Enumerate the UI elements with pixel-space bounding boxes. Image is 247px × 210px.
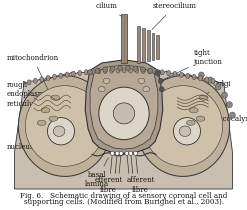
Circle shape xyxy=(118,66,123,71)
Ellipse shape xyxy=(189,108,198,113)
Ellipse shape xyxy=(78,70,82,76)
Circle shape xyxy=(110,151,114,155)
Circle shape xyxy=(148,68,153,73)
Circle shape xyxy=(133,66,138,71)
Ellipse shape xyxy=(186,73,190,78)
Circle shape xyxy=(115,151,119,155)
Text: tight
junction: tight junction xyxy=(163,49,223,80)
Polygon shape xyxy=(15,69,232,189)
Ellipse shape xyxy=(27,80,31,85)
Ellipse shape xyxy=(160,70,164,75)
Text: Golgi: Golgi xyxy=(196,80,232,100)
Ellipse shape xyxy=(137,76,229,176)
Ellipse shape xyxy=(25,86,104,166)
Ellipse shape xyxy=(192,74,196,80)
Circle shape xyxy=(198,72,204,78)
Ellipse shape xyxy=(138,78,145,84)
Ellipse shape xyxy=(186,120,195,126)
Ellipse shape xyxy=(53,126,65,136)
Text: mitochondrion: mitochondrion xyxy=(7,54,59,102)
Ellipse shape xyxy=(167,70,171,76)
Ellipse shape xyxy=(144,86,223,166)
Ellipse shape xyxy=(116,68,120,73)
Ellipse shape xyxy=(37,120,46,126)
Ellipse shape xyxy=(179,72,183,77)
Ellipse shape xyxy=(173,71,177,76)
Text: afferent
fibre: afferent fibre xyxy=(126,170,155,194)
Ellipse shape xyxy=(19,76,111,176)
Circle shape xyxy=(95,68,100,73)
Ellipse shape xyxy=(65,72,69,77)
Circle shape xyxy=(103,67,108,72)
Bar xyxy=(152,33,154,60)
Bar xyxy=(137,26,140,63)
Bar xyxy=(147,30,150,61)
Circle shape xyxy=(119,151,123,155)
Ellipse shape xyxy=(154,69,158,74)
Circle shape xyxy=(88,70,93,75)
Ellipse shape xyxy=(141,68,145,74)
Circle shape xyxy=(129,151,133,155)
Ellipse shape xyxy=(40,77,44,82)
Ellipse shape xyxy=(99,87,149,140)
Bar xyxy=(142,28,145,62)
Ellipse shape xyxy=(84,70,88,75)
Text: basal
lamina: basal lamina xyxy=(85,158,109,188)
Ellipse shape xyxy=(199,76,202,81)
Ellipse shape xyxy=(129,68,133,73)
Circle shape xyxy=(140,67,145,72)
Ellipse shape xyxy=(103,78,110,84)
Circle shape xyxy=(222,92,227,98)
Ellipse shape xyxy=(97,69,101,74)
Ellipse shape xyxy=(148,69,152,74)
Ellipse shape xyxy=(135,68,139,73)
Ellipse shape xyxy=(47,118,75,145)
Text: nucleus: nucleus xyxy=(7,132,59,151)
Text: stereocilium: stereocilium xyxy=(152,3,196,30)
Ellipse shape xyxy=(113,103,135,124)
Circle shape xyxy=(159,87,164,92)
Circle shape xyxy=(125,151,129,155)
Ellipse shape xyxy=(98,87,105,92)
Ellipse shape xyxy=(122,68,126,73)
Polygon shape xyxy=(90,65,158,149)
Bar xyxy=(156,35,159,59)
Text: efferent
fibre: efferent fibre xyxy=(94,171,123,194)
Ellipse shape xyxy=(41,108,50,113)
Circle shape xyxy=(110,66,115,71)
Ellipse shape xyxy=(46,75,50,81)
Ellipse shape xyxy=(53,74,56,79)
Ellipse shape xyxy=(103,68,107,74)
Text: supporting cells. (Modified from Burighel et al., 2003).: supporting cells. (Modified from Burighe… xyxy=(24,198,224,206)
Ellipse shape xyxy=(110,68,113,73)
Text: cilium: cilium xyxy=(96,3,122,16)
Ellipse shape xyxy=(179,126,191,136)
Circle shape xyxy=(229,112,235,118)
Circle shape xyxy=(226,102,232,108)
Ellipse shape xyxy=(205,77,209,82)
Circle shape xyxy=(155,71,160,76)
Ellipse shape xyxy=(199,95,208,100)
Ellipse shape xyxy=(196,116,205,121)
Text: rough
endoplasmic
reticulum: rough endoplasmic reticulum xyxy=(7,81,52,108)
Ellipse shape xyxy=(143,87,150,92)
Ellipse shape xyxy=(72,71,75,76)
Circle shape xyxy=(155,70,160,75)
Polygon shape xyxy=(85,60,163,153)
Circle shape xyxy=(207,77,213,83)
Ellipse shape xyxy=(49,116,58,121)
Ellipse shape xyxy=(59,73,63,78)
Ellipse shape xyxy=(33,78,37,84)
Circle shape xyxy=(134,151,138,155)
Circle shape xyxy=(215,84,221,90)
Bar xyxy=(121,14,127,63)
Circle shape xyxy=(125,66,130,71)
Text: Fig. 6.   Schematic drawing of a sensory coronal cell and: Fig. 6. Schematic drawing of a sensory c… xyxy=(20,192,228,200)
Ellipse shape xyxy=(173,118,201,145)
Text: glycocalyx: glycocalyx xyxy=(213,115,247,123)
Ellipse shape xyxy=(51,95,60,100)
Ellipse shape xyxy=(211,78,215,84)
Ellipse shape xyxy=(91,69,94,74)
Circle shape xyxy=(158,78,163,84)
